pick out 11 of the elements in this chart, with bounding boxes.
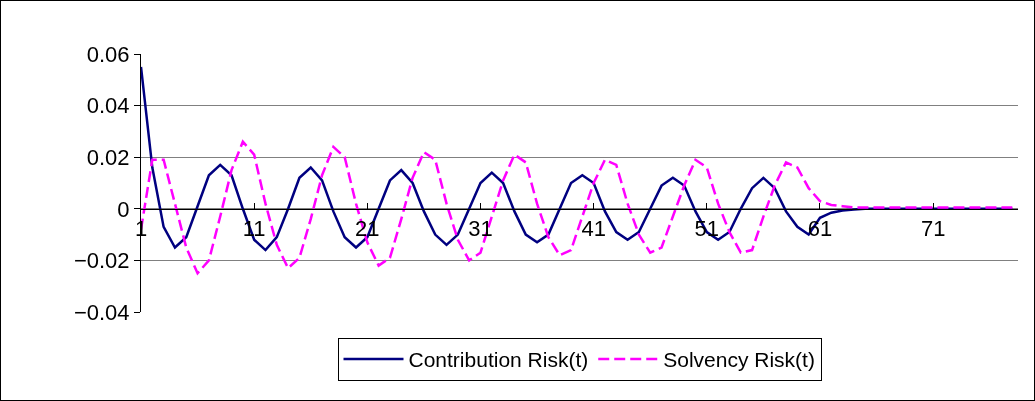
y-tick-label: −0.02 [73, 248, 130, 274]
y-tick-label: 0.06 [86, 41, 130, 67]
legend-label: Solvency Risk(t) [663, 348, 815, 372]
x-tick-label: 71 [920, 216, 946, 242]
x-tick-label: 31 [468, 216, 493, 242]
y-tick-label: −0.04 [73, 299, 130, 325]
y-tick-label: 0 [117, 196, 130, 222]
y-tick-label: 0.04 [86, 93, 130, 119]
x-tick-label: 41 [581, 216, 606, 242]
y-tick-label: 0.02 [86, 144, 130, 170]
legend-label: Contribution Risk(t) [408, 348, 589, 372]
